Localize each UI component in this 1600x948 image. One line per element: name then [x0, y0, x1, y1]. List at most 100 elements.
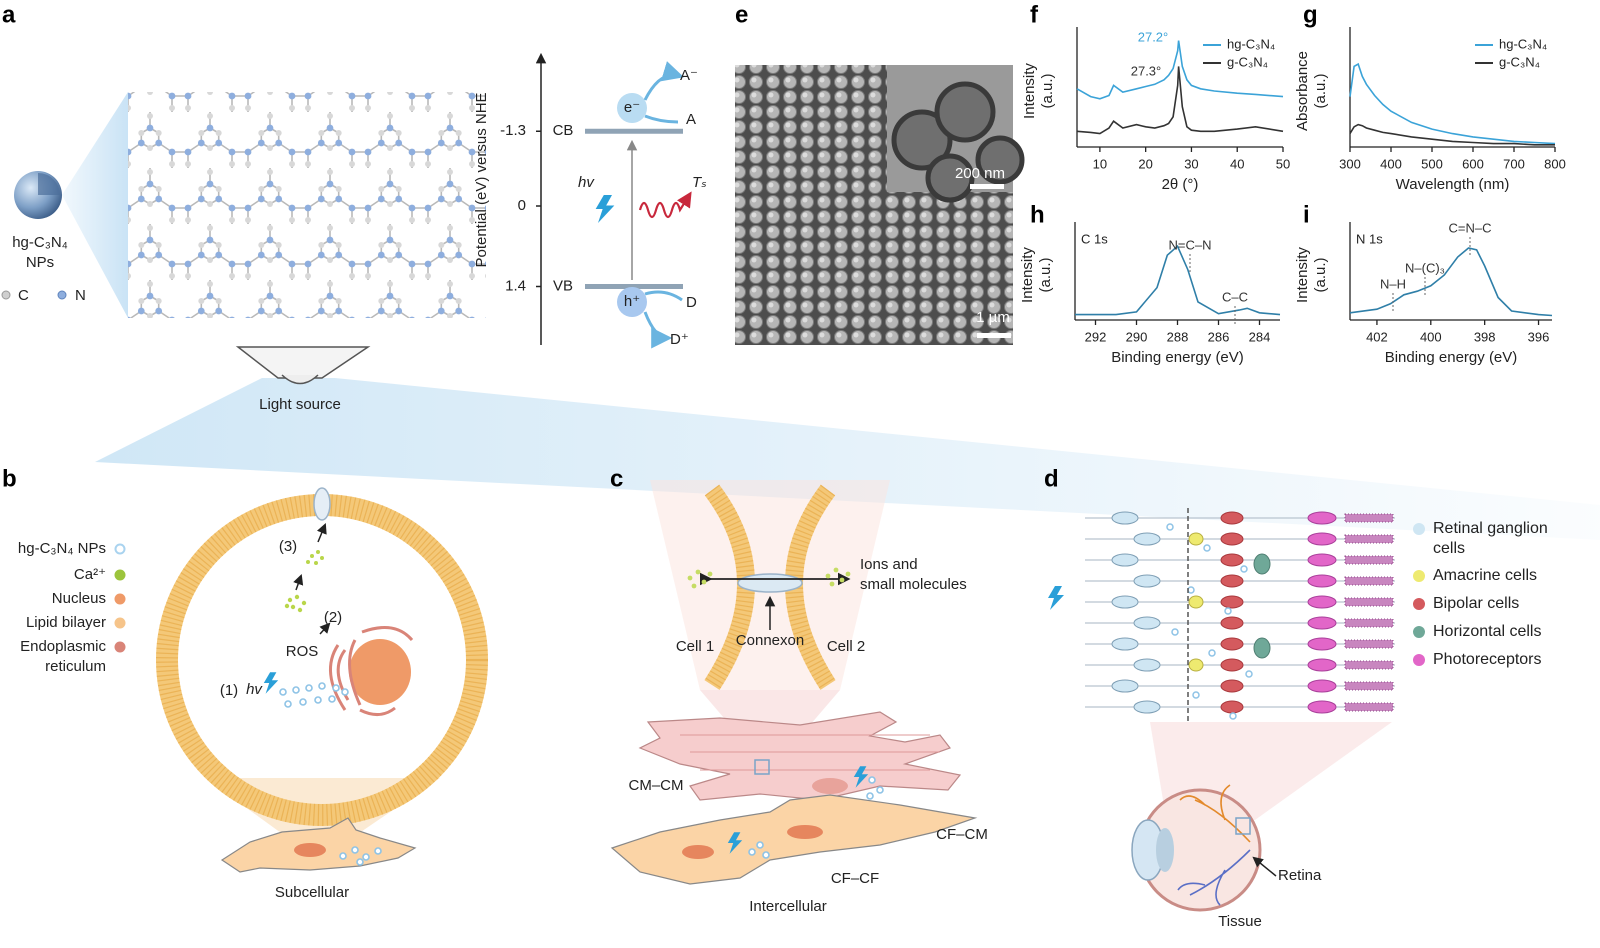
annotation: C–C	[1222, 289, 1248, 304]
annotation: N=C–N	[1169, 237, 1212, 252]
cell-label: Cell 1	[676, 638, 714, 655]
nanoparticle	[1245, 670, 1253, 678]
x-tick-label: 396	[1528, 329, 1550, 344]
path-shape	[1177, 849, 1251, 906]
light-beam	[95, 378, 1600, 540]
photoreceptor	[1307, 574, 1337, 588]
path-shape	[644, 290, 683, 302]
amacrine-cell	[1188, 532, 1204, 546]
x-tick-label: 20	[1138, 156, 1152, 171]
panel-label: h	[1030, 201, 1045, 228]
circle-shape	[695, 569, 701, 575]
panel-label: f	[1030, 1, 1039, 28]
legend-label: hg-C₃N₄	[1227, 36, 1275, 51]
legend-label: Retinal ganglion	[1433, 520, 1548, 537]
polygon-shape	[235, 346, 371, 379]
ros-label: ROS	[286, 643, 319, 660]
circle-shape	[301, 600, 307, 606]
nanoparticle	[1229, 712, 1237, 720]
ellipse-shape	[787, 825, 823, 839]
ellipse-shape	[812, 778, 848, 794]
band-label: VB	[553, 277, 573, 294]
data-line	[1349, 247, 1553, 317]
ganglion-cell	[1111, 511, 1139, 525]
light-source-label: Light source	[259, 396, 341, 413]
bipolar-cell	[1220, 616, 1244, 630]
circle-shape	[328, 695, 336, 703]
y-axis-label: Intensity(a.u.)	[1021, 63, 1056, 119]
circle-shape	[839, 577, 845, 583]
ellipse-shape	[349, 639, 411, 705]
x-axis-label: Wavelength (nm)	[1396, 176, 1510, 193]
circle-shape	[356, 858, 364, 866]
path-shape	[644, 114, 679, 124]
bipolar-cell	[1220, 595, 1244, 609]
circle-shape	[762, 851, 770, 859]
photoreceptor	[1307, 700, 1337, 714]
annotation: C=N–C	[1449, 220, 1492, 235]
g-shape	[687, 567, 851, 589]
outer-segment	[1344, 660, 1394, 670]
circle-shape	[332, 684, 340, 692]
rect-shape	[977, 333, 1011, 338]
circle-shape	[279, 688, 287, 696]
ganglion-cell	[1133, 574, 1161, 588]
spectrum-label: N 1s	[1356, 231, 1383, 246]
energy-axis-label: Potential (eV) versus NHE	[473, 92, 490, 267]
circle-shape	[866, 792, 874, 800]
x-tick-label: 290	[1126, 329, 1148, 344]
amacrine-cell	[1188, 658, 1204, 672]
outer-segment	[1344, 618, 1394, 628]
g-shape	[284, 550, 324, 613]
circle-shape	[891, 109, 953, 171]
x-axis-label: 2θ (°)	[1162, 176, 1199, 193]
g-shape	[1085, 508, 1395, 722]
outer-segment	[1344, 576, 1394, 586]
circle-shape	[314, 696, 322, 704]
circle-shape	[156, 494, 488, 826]
junction-label: CF–CM	[936, 826, 988, 843]
legend-label: Ca²⁺	[74, 566, 106, 583]
hv-label: hv	[578, 174, 595, 191]
x-tick-label: 30	[1184, 156, 1198, 171]
legend-label: Lipid bilayer	[26, 614, 106, 631]
connexon-label: Connexon	[736, 632, 804, 649]
circle-shape	[339, 852, 347, 860]
x-tick-label: 50	[1276, 156, 1290, 171]
circle-shape	[687, 575, 693, 581]
path-shape	[361, 626, 414, 642]
circle-shape	[284, 603, 290, 609]
path-shape	[348, 639, 362, 706]
legend-label: Amacrine cells	[1433, 567, 1537, 584]
path-shape	[610, 794, 978, 885]
outer-segment	[1344, 702, 1394, 712]
data-line	[1349, 62, 1556, 145]
nanoparticle	[1171, 628, 1179, 636]
g-shape	[748, 776, 884, 859]
panel-b: hg-C₃N₄ NPs Ca²⁺ Nucleus Lipid bilayer Endop…	[18, 487, 488, 901]
nanoparticle	[1224, 607, 1232, 615]
g-shape: Retinal ganglion cells Amacrine cells Bipol…	[1413, 520, 1548, 668]
line-shape	[319, 622, 331, 635]
g-shape	[339, 846, 382, 866]
legend-label: cells	[1433, 540, 1465, 557]
nanoparticle	[1166, 523, 1174, 531]
outer-segment	[1344, 555, 1394, 565]
ions-label: small molecules	[860, 576, 967, 593]
caption: Tissue	[1218, 913, 1262, 930]
circle-shape	[975, 135, 1025, 185]
horizontal-cell	[1253, 637, 1271, 659]
x-tick-label: 400	[1380, 156, 1402, 171]
circle-shape	[868, 776, 876, 784]
polygon-shape	[62, 92, 128, 318]
legend-label: Bipolar cells	[1433, 595, 1519, 612]
ellipse-shape	[294, 843, 326, 857]
legend-label: hg-C₃N₄	[1499, 36, 1547, 51]
circle-shape	[833, 567, 839, 573]
photoreceptor	[1307, 511, 1337, 525]
circle-shape	[362, 853, 370, 861]
species-label: e⁻	[624, 99, 640, 116]
annotation: 27.2°	[1138, 29, 1169, 44]
circle-shape	[284, 700, 292, 708]
